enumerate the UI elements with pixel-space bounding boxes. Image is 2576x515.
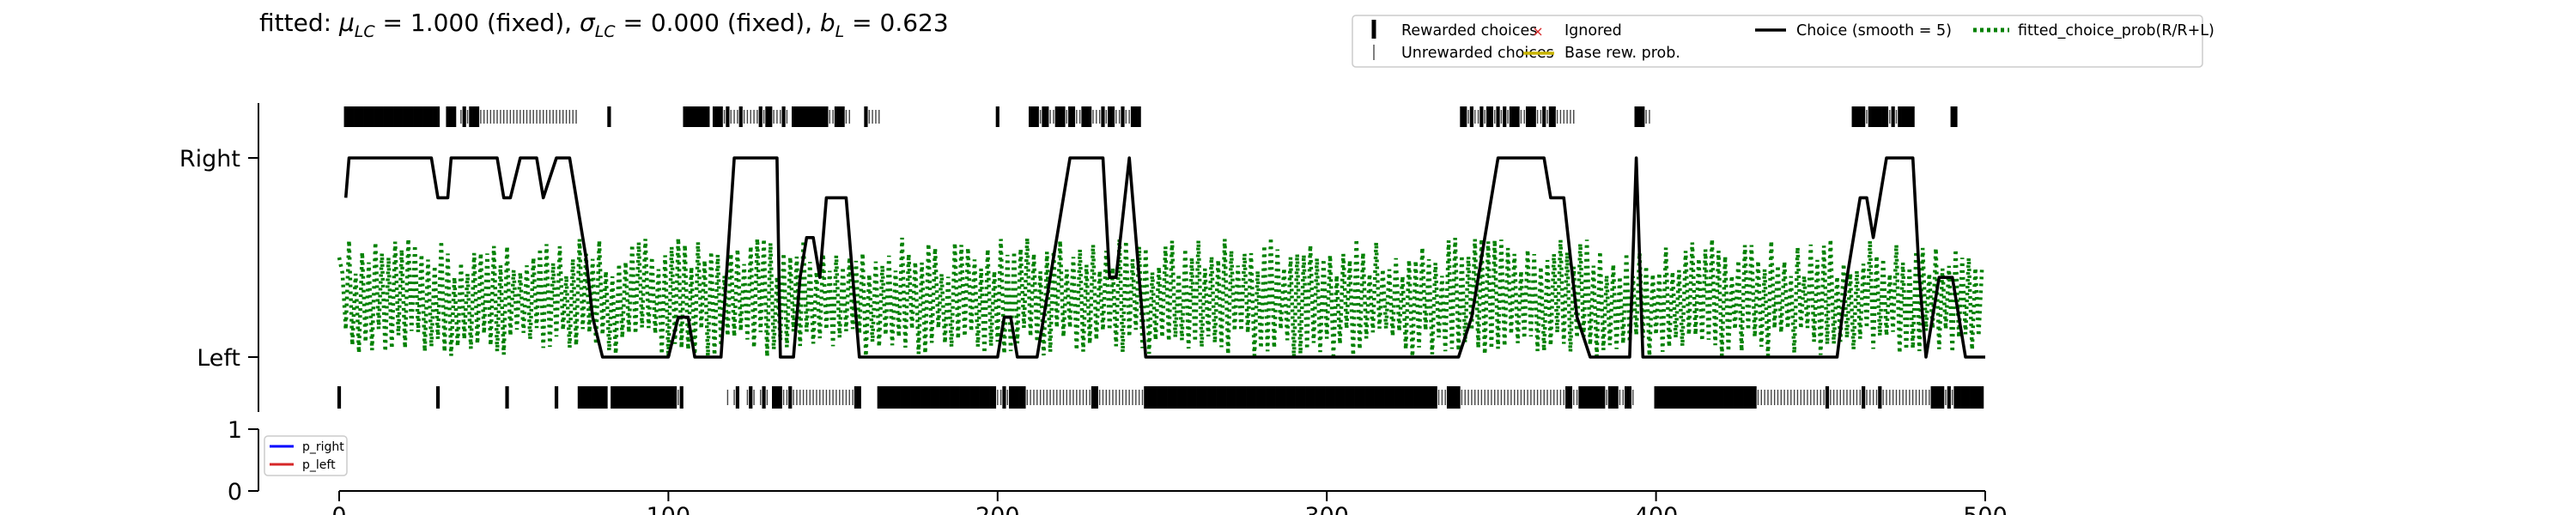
choice-smooth-series [343,156,1985,359]
x-tick-label: 200 [975,503,1020,515]
x-tick-label: 400 [1634,503,1679,515]
x-tick-label: 100 [647,503,691,515]
prob-y-tick-label: 1 [228,417,242,444]
fitted-choice-prob-series [337,237,1984,357]
x-tick-label: 300 [1304,503,1349,515]
main-legend: Rewarded choices Unrewarded choices × Ig… [1352,15,2215,68]
legend-fitted-label: fitted_choice_prob(R/R+L) [2018,22,2215,39]
legend-rewarded-label: Rewarded choices [1401,22,1537,39]
chart-title: fitted: μLC = 1.000 (fixed), σLC = 0.000… [259,9,949,41]
y-tick-label-left: Left [197,345,240,372]
legend-base-rew-label: Base rew. prob. [1564,45,1680,62]
prob-y-ticks: 01 [228,417,258,506]
legend-p-right-label: p_right [302,440,344,454]
legend-unrewarded-label: Unrewarded choices [1401,45,1554,62]
x-tick-label: 500 [1963,503,2008,515]
prob-y-tick-label: 0 [228,479,242,506]
x-tick-label: 0 [331,503,346,515]
choice-smooth-line [343,156,1985,359]
legend-choice-label: Choice (smooth = 5) [1796,22,1952,39]
prob-axes: 01 0100200300400500 p_right p_left [228,417,2008,515]
prob-x-ticks: 0 100 200 300 400 500 [331,491,2008,515]
trial-marks [337,106,1984,409]
legend-ignored-label: Ignored [1564,22,1622,39]
main-axes: Right Left [179,103,259,412]
legend-ignored-marker: × [1532,23,1543,39]
legend-p-left-label: p_left [302,458,336,472]
y-tick-label-right: Right [179,146,240,173]
fitted-choice-prob-line [337,237,1984,357]
